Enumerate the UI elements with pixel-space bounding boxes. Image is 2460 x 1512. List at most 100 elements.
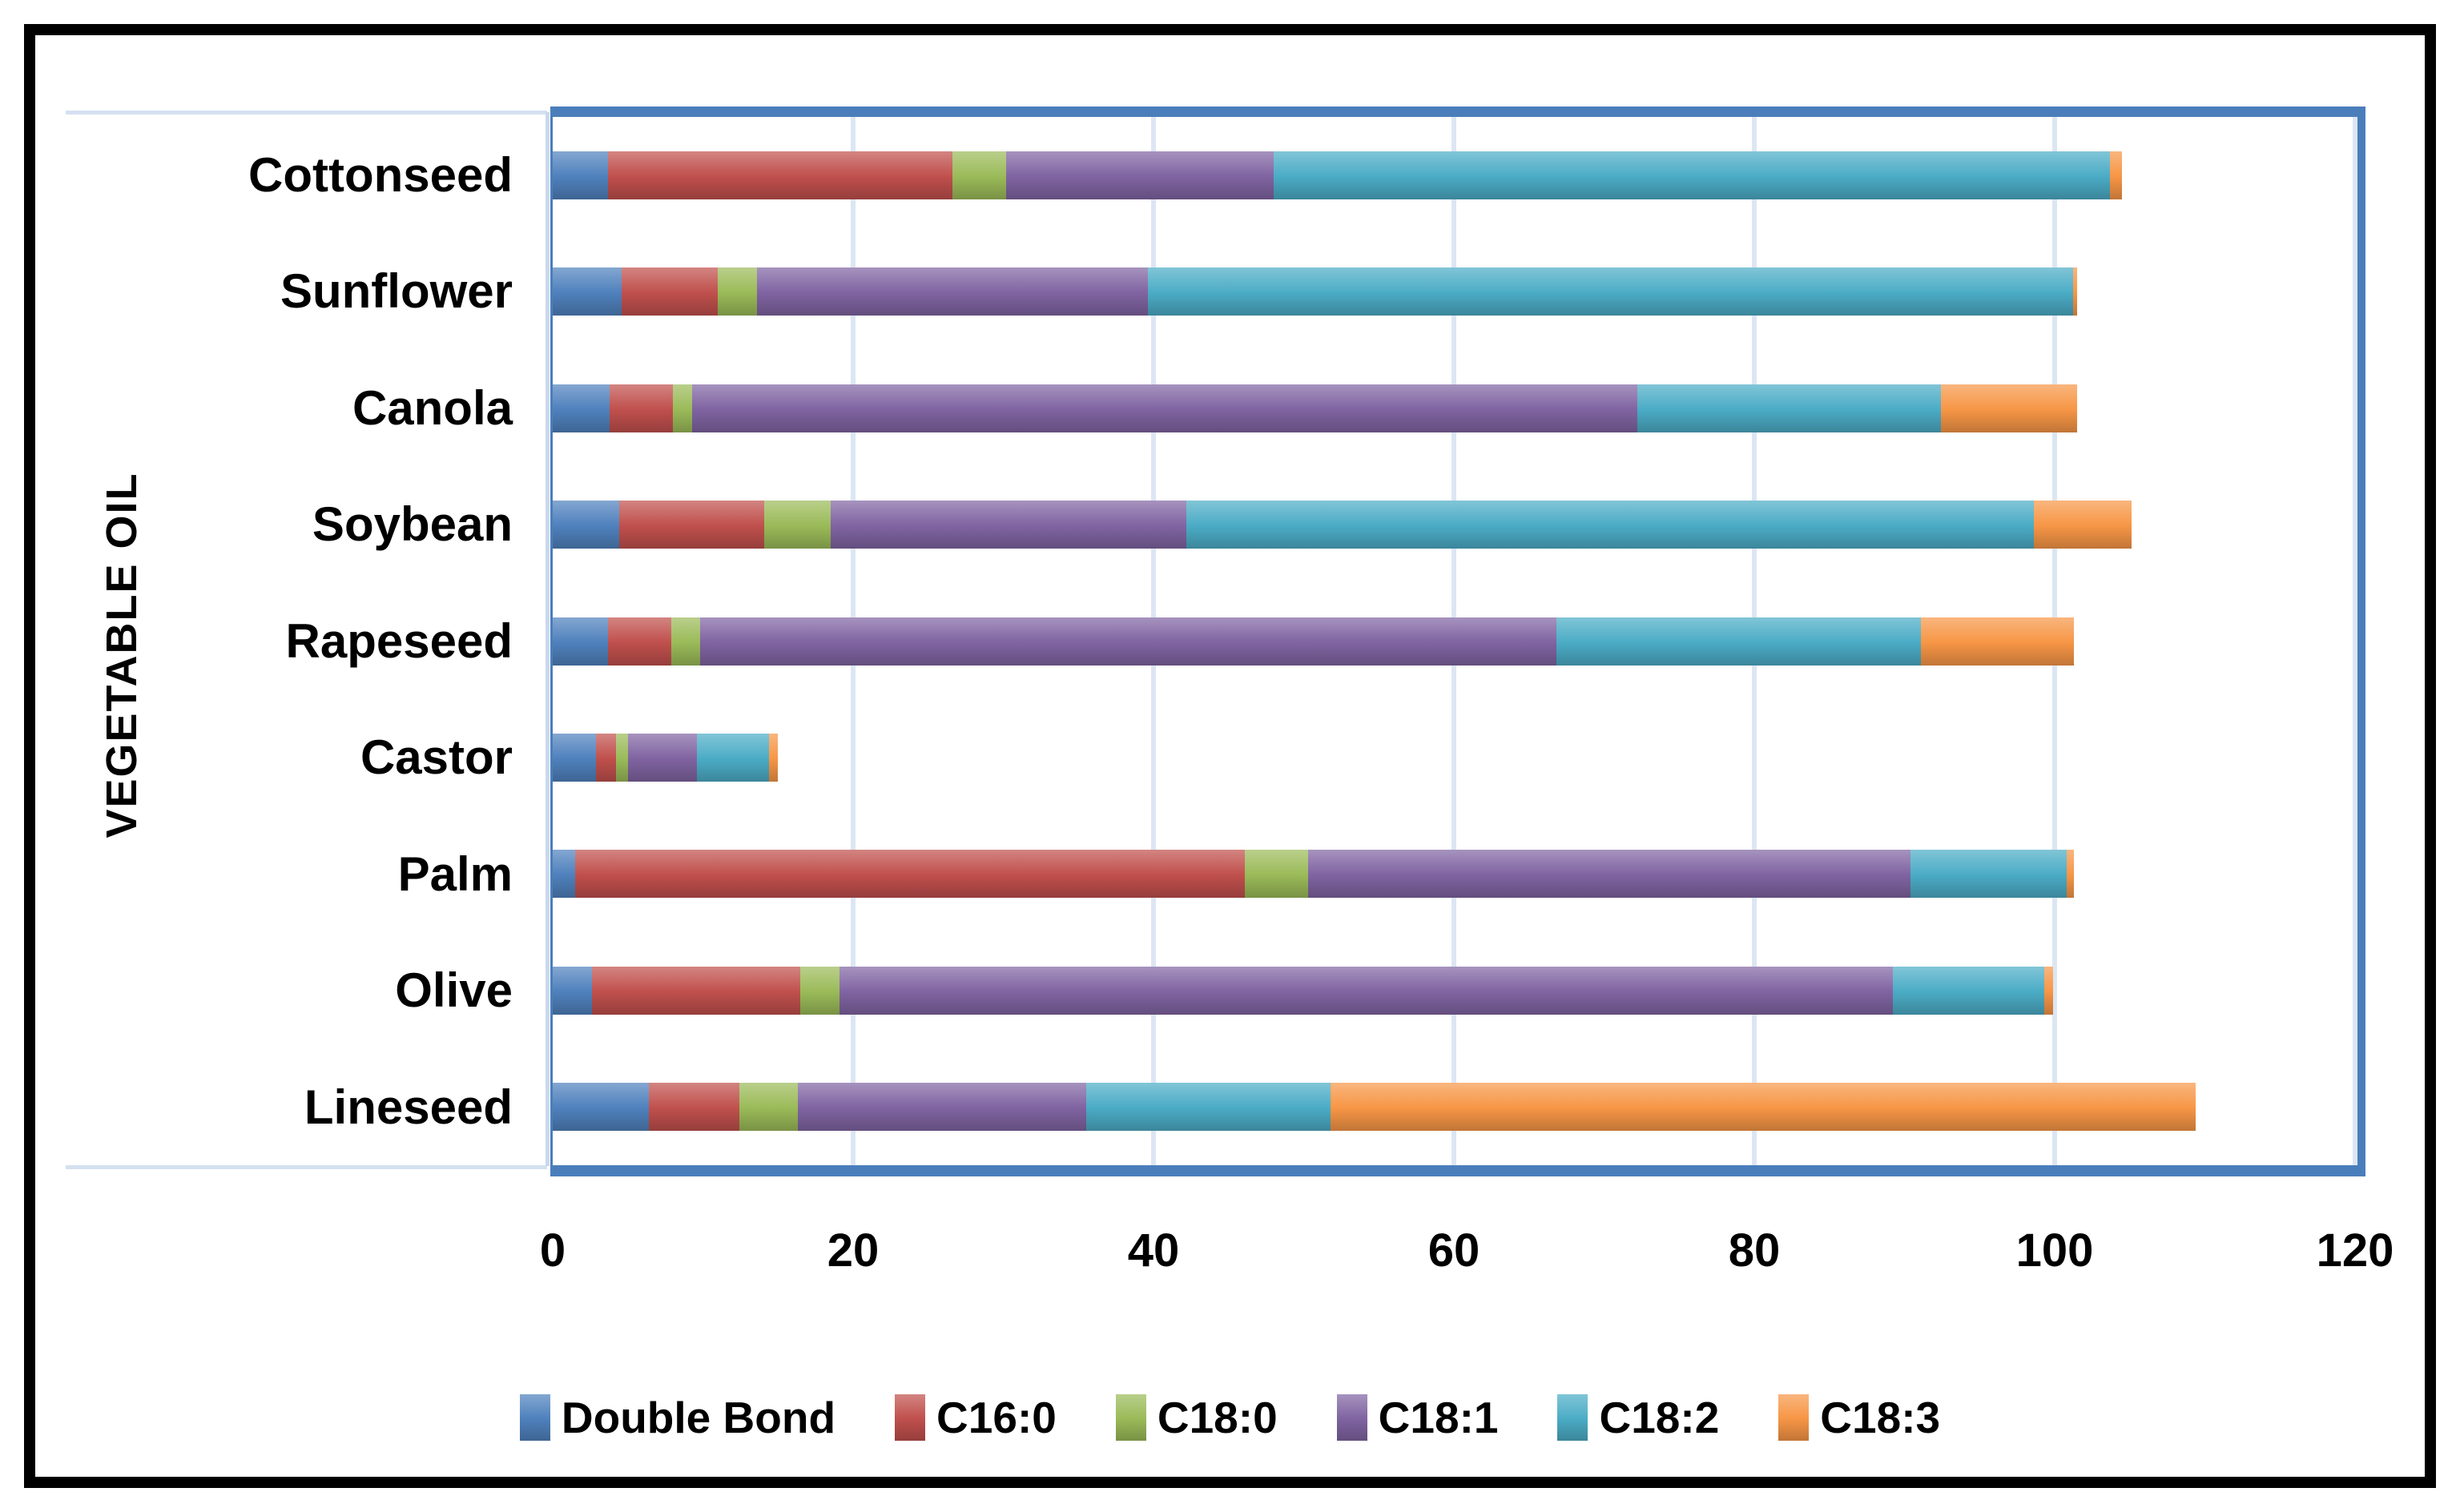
bar-segment-lineseed-double-bond (553, 1083, 649, 1132)
x-tick-label-120: 120 (2316, 1224, 2394, 1277)
bar-segment-cottonseed-c18-1 (1006, 151, 1274, 199)
bar-segment-rapeseed-c16-0 (608, 617, 672, 666)
category-label-palm: Palm (397, 846, 513, 901)
bar-segment-sunflower-c16-0 (622, 267, 719, 316)
bar-segment-rapeseed-c18-3 (1921, 617, 2075, 666)
category-axis-line-bottom (66, 1165, 547, 1169)
category-label-sunflower: Sunflower (280, 264, 513, 319)
gridline-x-120 (2353, 117, 2357, 1165)
category-label-cottonseed: Cottonseed (248, 148, 513, 202)
category-axis-labels: Cottonseed Sunflower Canola Soybean Rapeseed… (64, 117, 513, 1165)
legend-label-double-bond: Double Bond (561, 1393, 836, 1442)
bar-segment-lineseed-c18-0 (739, 1083, 798, 1132)
category-label-castor: Castor (360, 730, 513, 785)
bar-segment-palm-c18-0 (1245, 850, 1309, 899)
bar-segment-castor-c18-3 (769, 733, 779, 782)
chart-outer-frame (24, 24, 2436, 1488)
stacked-bar-soybean (553, 501, 2132, 549)
bar-segment-cottonseed-c18-2 (1274, 151, 2111, 199)
bar-segment-sunflower-c18-2 (1147, 267, 2073, 316)
bar-segment-castor-c16-0 (596, 733, 616, 782)
legend-item-c18-1: C18:1 (1336, 1392, 1499, 1443)
legend-item-c18-0: C18:0 (1115, 1392, 1278, 1443)
bar-segment-olive-c18-0 (800, 966, 840, 1015)
legend-swatch-c18-1 (1336, 1394, 1367, 1441)
bar-segment-olive-c18-1 (839, 966, 1893, 1015)
bar-segment-canola-c16-0 (610, 384, 673, 432)
stacked-bar-rapeseed (553, 617, 2075, 666)
category-label-lineseed: Lineseed (304, 1080, 513, 1134)
x-tick-label-0: 0 (539, 1224, 566, 1277)
x-tick-label-60: 60 (1427, 1224, 1480, 1277)
category-label-canola: Canola (352, 380, 513, 435)
bar-segment-rapeseed-c18-1 (699, 617, 1556, 666)
category-label-soybean: Soybean (312, 497, 513, 552)
legend-item-c18-2: C18:2 (1557, 1392, 1719, 1443)
legend-item-double-bond: Double Bond (519, 1392, 836, 1443)
x-tick-label-20: 20 (827, 1224, 880, 1277)
stacked-bar-canola (553, 384, 2078, 432)
bar-segment-castor-c18-1 (627, 733, 697, 782)
bar-segment-soybean-c18-0 (764, 501, 831, 549)
bar-segment-palm-c18-1 (1308, 850, 1910, 899)
bar-segment-olive-c18-3 (2043, 966, 2054, 1015)
bar-segment-rapeseed-c18-2 (1556, 617, 1922, 666)
bar-segment-sunflower-c18-0 (718, 267, 757, 316)
bar-segment-palm-double-bond (553, 850, 576, 899)
x-tick-label-40: 40 (1127, 1224, 1180, 1277)
x-axis-tick-labels: 0 20 40 60 80 100 120 (540, 1224, 2394, 1288)
bar-segment-cottonseed-double-bond (553, 151, 609, 199)
stacked-bar-cottonseed (553, 151, 2123, 199)
bar-segment-olive-double-bond (553, 966, 592, 1015)
bar-segment-palm-c18-2 (1910, 850, 2067, 899)
bar-segment-lineseed-c18-3 (1331, 1083, 2196, 1132)
bar-segment-canola-c18-3 (1940, 384, 2078, 432)
bar-segment-soybean-double-bond (553, 501, 619, 549)
x-tick-label-80: 80 (1728, 1224, 1781, 1277)
legend-label-c18-0: C18:0 (1157, 1393, 1278, 1442)
bar-segment-soybean-c18-1 (830, 501, 1187, 549)
stacked-bar-olive (553, 966, 2054, 1015)
bar-segment-castor-c18-0 (615, 733, 628, 782)
legend-label-c18-3: C18:3 (1820, 1393, 1941, 1442)
bar-segment-olive-c16-0 (591, 966, 801, 1015)
stacked-bar-lineseed (553, 1083, 2196, 1132)
bar-segment-castor-c18-2 (697, 733, 769, 782)
bar-segment-olive-c18-2 (1892, 966, 2044, 1015)
legend-item-c18-3: C18:3 (1778, 1392, 1940, 1443)
bar-segment-canola-double-bond (553, 384, 610, 432)
bar-segment-lineseed-c16-0 (649, 1083, 739, 1132)
category-label-rapeseed: Rapeseed (285, 613, 513, 668)
legend-label-c18-1: C18:1 (1378, 1393, 1499, 1442)
legend-swatch-double-bond (519, 1394, 550, 1441)
bar-segment-canola-c18-1 (692, 384, 1637, 432)
bar-segment-soybean-c16-0 (618, 501, 765, 549)
legend-label-c16-0: C16:0 (936, 1393, 1057, 1442)
category-label-olive: Olive (395, 963, 513, 1018)
bar-segment-rapeseed-c18-0 (671, 617, 700, 666)
legend-swatch-c16-0 (895, 1394, 926, 1441)
legend-item-c16-0: C16:0 (895, 1392, 1057, 1443)
x-tick-label-100: 100 (2015, 1224, 2094, 1277)
bar-segment-canola-c18-0 (673, 384, 693, 432)
plot-area (550, 107, 2365, 1176)
stacked-bar-palm (553, 850, 2075, 899)
bar-segment-soybean-c18-2 (1186, 501, 2034, 549)
legend-label-c18-2: C18:2 (1599, 1393, 1720, 1442)
bar-segment-sunflower-c18-3 (2072, 267, 2078, 316)
bar-segment-cottonseed-c18-0 (952, 151, 1007, 199)
bar-segment-palm-c16-0 (575, 850, 1246, 899)
stacked-bar-castor (553, 733, 779, 782)
legend-swatch-c18-0 (1115, 1394, 1146, 1441)
bar-segment-sunflower-c18-1 (757, 267, 1148, 316)
bar-segment-cottonseed-c16-0 (608, 151, 952, 199)
value-axis-line (546, 112, 550, 1166)
bar-segment-lineseed-c18-1 (797, 1083, 1086, 1132)
bar-segment-palm-c18-3 (2067, 850, 2075, 899)
bar-segment-lineseed-c18-2 (1085, 1083, 1331, 1132)
bar-segment-soybean-c18-3 (2033, 501, 2132, 549)
bar-segment-sunflower-double-bond (553, 267, 622, 316)
bar-segment-rapeseed-double-bond (553, 617, 609, 666)
legend: Double Bond C16:0 C18:0 C18:1 C18:2 C18:3 (0, 1392, 2460, 1443)
